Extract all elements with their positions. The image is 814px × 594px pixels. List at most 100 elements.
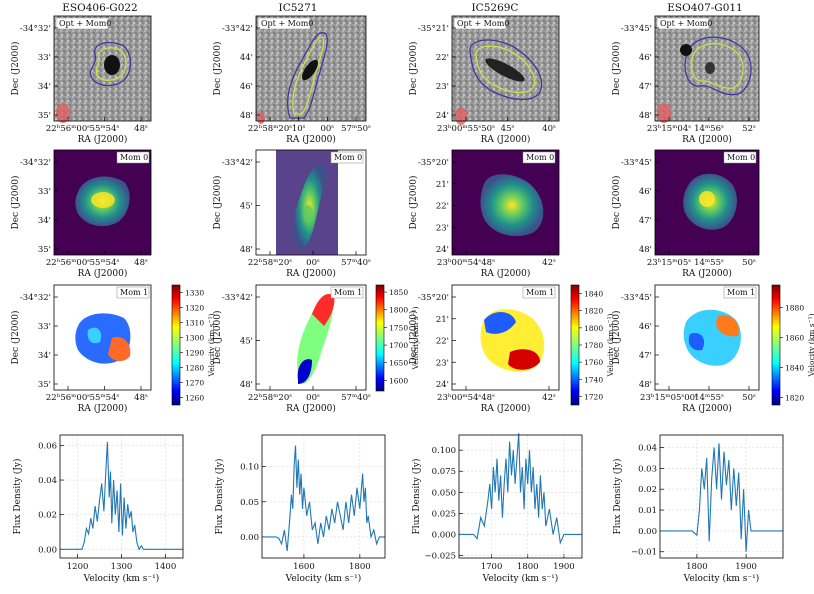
mom1-tag: Mom 1 — [727, 288, 755, 297]
dec-tick-label: 48' — [240, 111, 253, 121]
mom0-tag: Mom 0 — [727, 153, 755, 162]
optical-tag: Opt + Mom0 — [660, 19, 712, 28]
mom1-panel-ic5269c: Mom 1 1840 1820 1800 1780 1760 1740 1720 Veloci… — [451, 284, 615, 406]
mom0-panel-eso406: Mom 0 — [53, 149, 152, 256]
spectrum-line — [660, 443, 783, 552]
ra-tick-label: 22ʰ56ᵐ00ˢ — [46, 124, 90, 134]
dec-tick-label: -34°32' — [20, 293, 51, 303]
ra-tick-label: 23ʰ15ᵐ05ˢ00ˢ — [640, 393, 698, 403]
dec-tick-label: 24' — [436, 380, 449, 390]
plot-frame — [659, 434, 784, 559]
contour-inner — [95, 47, 127, 81]
dec-tick-label: 48' — [240, 380, 253, 390]
ra-tick-label: 14ᵐ56ˢ — [694, 124, 724, 134]
mom1-tag: Mom 1 — [120, 288, 148, 297]
ra-tick-label: 00ˢ — [306, 258, 320, 268]
optical-tag: Opt + Mom0 — [261, 19, 313, 28]
y-tick-label: 0.050 — [432, 488, 456, 498]
ra-axis-label: RA (J2000) — [682, 268, 732, 279]
contour-outer — [287, 32, 328, 119]
x-axis-label: Velocity (km s⁻¹) — [83, 573, 160, 584]
cbar-tick-label: 1800 — [584, 324, 603, 333]
y-tick-label: 0.000 — [432, 530, 456, 540]
dec-tick-label: 24' — [436, 111, 449, 121]
dec-tick-label: 46' — [240, 82, 253, 92]
cbar-tick-label: 1800 — [389, 306, 408, 315]
dec-axis-label: Dec (J2000) — [10, 176, 21, 230]
dec-tick-label: 35' — [38, 111, 51, 121]
cbar-tick-label: 1300 — [185, 334, 204, 343]
mom0-panel-ic5269c: Mom 0 — [451, 149, 560, 256]
dec-tick-label: 48' — [639, 380, 652, 390]
x-axis-label: Velocity (km s⁻¹) — [285, 573, 362, 584]
contour-inner — [475, 45, 535, 94]
ra-tick-label: 22ʰ58ᵐ20ˢ — [248, 258, 292, 268]
contour-inner — [690, 43, 744, 89]
x-tick-label: 1700 — [481, 562, 503, 572]
dec-tick-label: -34°32' — [20, 24, 51, 34]
dec-tick-label: 46' — [639, 187, 652, 197]
cbar-tick-label: 1820 — [584, 307, 603, 316]
title-eso406: ESO406-G022 — [62, 2, 137, 14]
y-tick-label: −0.025 — [425, 551, 456, 561]
dec-tick-label: 24' — [436, 245, 449, 255]
y-tick-label: 0.02 — [638, 485, 657, 495]
ra-axis-label: RA (J2000) — [481, 268, 531, 279]
ra-tick-label: 50ˢ — [742, 393, 756, 403]
colorbar — [771, 284, 781, 406]
cbar-tick-label: 1650 — [389, 359, 408, 368]
dec-axis-label: Dec (J2000) — [10, 42, 21, 96]
ra-tick-label: 00ˢ — [306, 393, 320, 403]
dec-axis-label: Dec (J2000) — [611, 42, 622, 96]
y-tick-label: 0.05 — [240, 498, 259, 508]
cbar-label: Velocity (km s⁻¹) — [807, 313, 814, 377]
cbar-label: Velocity (km s⁻¹) — [411, 306, 420, 370]
dec-tick-label: 21' — [436, 180, 449, 190]
x-tick-label: 1300 — [111, 562, 133, 572]
dec-tick-label: -35°20' — [418, 293, 449, 303]
y-tick-label: 0.00 — [240, 533, 259, 543]
ra-axis-label: RA (J2000) — [78, 268, 128, 279]
ra-tick-label: 42ˢ — [542, 393, 556, 403]
mom0-panel-ic5271: Mom 0 — [255, 149, 367, 256]
spectrum-plot: 1600 1800 0.00 0.05 0.10 Velocity (km s⁻¹) Flu… — [214, 434, 386, 584]
dec-tick-label: 48' — [639, 111, 652, 121]
dec-tick-label: -35°20' — [418, 158, 449, 168]
dec-axis-label: Dec (J2000) — [212, 311, 223, 365]
ra-tick-label: 23ʰ00ᵐ55ˢ50ˢ — [437, 124, 495, 134]
cbar-tick-label: 1740 — [584, 375, 603, 384]
cbar-tick-label: 1750 — [389, 323, 408, 332]
contour-outer — [469, 39, 543, 100]
y-tick-label: 0.025 — [432, 509, 456, 519]
ra-tick-label: 55ᵐ54ˢ — [90, 393, 120, 403]
dec-axis-label: Dec (J2000) — [10, 311, 21, 365]
beam-ellipse — [455, 107, 467, 125]
dec-tick-label: -33°42' — [222, 158, 253, 168]
y-tick-label: 0.04 — [38, 476, 57, 486]
y-tick-label: 0.06 — [38, 441, 57, 451]
cbar-tick-label: 1850 — [389, 288, 408, 297]
ra-tick-label: 55ᵐ54ˢ — [90, 124, 120, 134]
optical-panel-eso407: Opt + Mom0 — [654, 15, 760, 123]
mom1-tag: Mom 1 — [334, 288, 362, 297]
cbar-tick-label: 1760 — [584, 358, 603, 367]
dec-tick-label: -33°45' — [621, 293, 652, 303]
plot-frame — [59, 434, 184, 559]
ra-tick-label: 23ʰ00ᵐ54ˢ48ˢ — [437, 258, 495, 268]
dec-tick-label: 23' — [436, 358, 449, 368]
dec-tick-label: 47' — [639, 82, 652, 92]
ra-tick-label: 23ʰ15ᵐ04ˢ — [647, 124, 691, 134]
mom0-tag: Mom 0 — [526, 153, 554, 162]
dec-axis-label: Dec (J2000) — [408, 176, 419, 230]
dec-tick-label: 23' — [436, 82, 449, 92]
spectrum-plot: 1700 1800 1900 −0.025 0.000 0.025 0.050 0.075 0.… — [411, 433, 583, 584]
cbar-tick-label: 1280 — [185, 364, 204, 373]
dec-tick-label: 34' — [38, 216, 51, 226]
ra-tick-label: 45ˢ — [501, 124, 515, 134]
cbar-tick-label: 1270 — [185, 379, 204, 388]
dec-axis-label: Dec (J2000) — [212, 42, 223, 96]
dec-tick-label: -33°42' — [222, 24, 253, 34]
contour-outer — [89, 41, 132, 87]
